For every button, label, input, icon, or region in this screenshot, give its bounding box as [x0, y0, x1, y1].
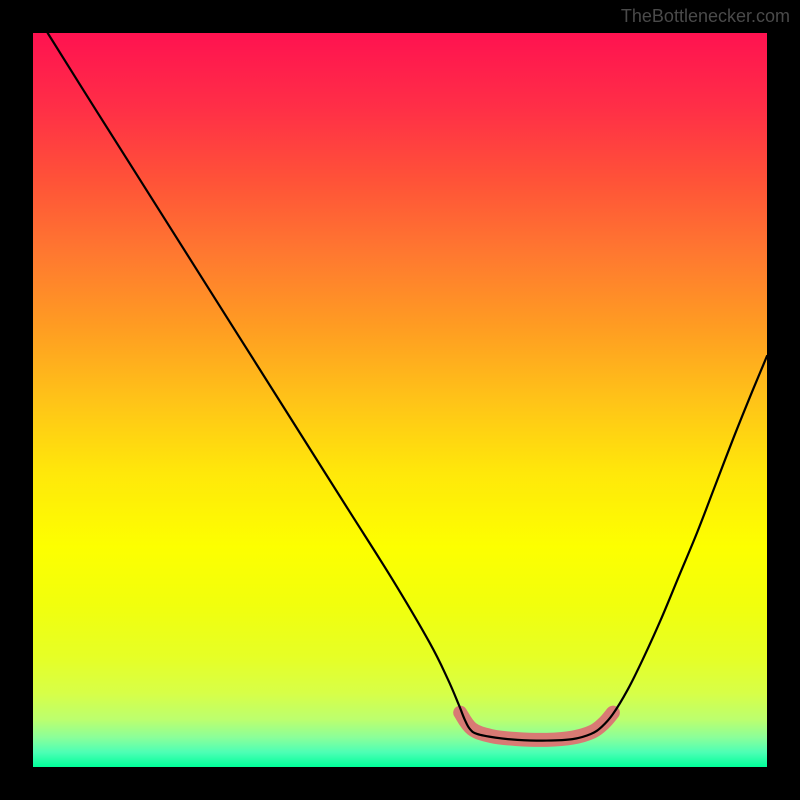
bottleneck-curve [48, 33, 767, 741]
bottleneck-chart [33, 33, 767, 767]
watermark-text: TheBottlenecker.com [621, 6, 790, 27]
curve-layer [33, 33, 767, 767]
